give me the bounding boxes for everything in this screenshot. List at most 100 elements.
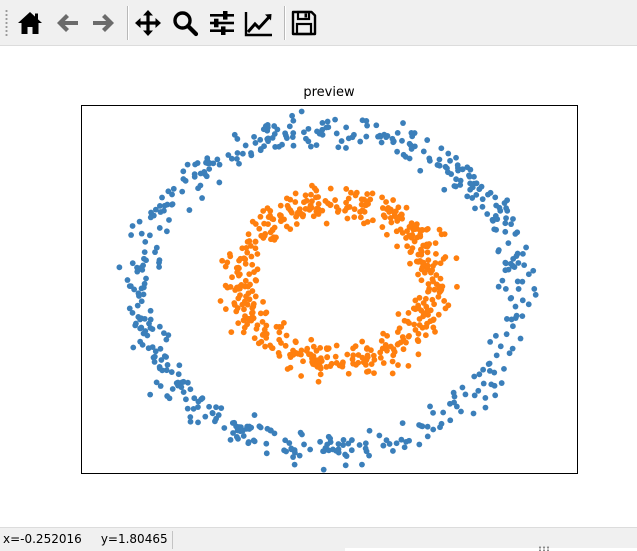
inner-ring-point <box>345 195 352 202</box>
outer-ring-point <box>486 368 493 374</box>
outer-ring-point <box>506 350 513 357</box>
inner-ring-point <box>245 231 252 238</box>
inner-ring-point <box>404 228 410 234</box>
inner-ring-point <box>325 200 331 207</box>
inner-ring-point <box>379 224 386 230</box>
outer-ring-point <box>510 323 516 330</box>
outer-ring-point <box>489 216 496 223</box>
inner-ring-point <box>246 296 253 303</box>
outer-ring-point <box>142 328 149 334</box>
scatter-chart[interactable]: preview <box>0 46 637 527</box>
outer-ring-point <box>386 441 393 447</box>
inner-ring-point <box>400 337 407 343</box>
outer-ring-point <box>169 201 176 207</box>
outer-ring-point <box>283 448 290 455</box>
outer-ring-point <box>376 432 383 439</box>
figure-canvas[interactable]: preview <box>0 46 637 527</box>
inner-ring-point <box>364 191 371 197</box>
outer-ring-point <box>458 408 464 415</box>
inner-ring-point <box>344 351 351 358</box>
inner-ring-point <box>323 364 330 370</box>
inner-ring-point <box>292 199 299 205</box>
outer-ring-point <box>156 257 163 264</box>
outer-ring-point <box>156 323 163 330</box>
back-button[interactable] <box>50 5 84 41</box>
outer-ring-point <box>153 379 160 386</box>
configure-subplots-button[interactable] <box>205 5 239 41</box>
outer-ring-point <box>408 146 415 152</box>
outer-ring-point <box>164 362 171 368</box>
inner-ring-point <box>405 362 412 369</box>
inner-ring-point <box>231 300 238 306</box>
outer-ring-point <box>515 260 522 266</box>
outer-ring-point <box>479 203 486 210</box>
outer-ring-point <box>234 150 241 156</box>
inner-ring-point <box>273 234 279 241</box>
outer-ring-point <box>209 410 216 417</box>
outer-ring-point <box>130 344 137 351</box>
outer-ring-point <box>510 216 516 222</box>
inner-ring-point <box>377 354 384 361</box>
pan-button[interactable] <box>131 5 165 41</box>
outer-ring-point <box>233 433 240 440</box>
inner-ring-point <box>380 360 387 366</box>
inner-ring-point <box>296 206 303 213</box>
inner-ring-point <box>416 294 423 301</box>
inner-ring-point <box>390 197 397 203</box>
inner-ring-point <box>367 196 374 203</box>
outer-ring-point <box>430 409 436 416</box>
outer-ring-point <box>381 131 388 138</box>
outer-ring-point <box>206 166 213 172</box>
inner-ring-point <box>395 311 402 317</box>
inner-ring-point <box>424 249 431 256</box>
zoom-button[interactable] <box>168 5 202 41</box>
outer-ring-point <box>126 283 133 289</box>
outer-ring-point <box>453 154 459 161</box>
outer-ring-point <box>469 195 476 201</box>
forward-button[interactable] <box>87 5 121 41</box>
toolbar-grip[interactable] <box>5 9 8 37</box>
inner-ring-point <box>294 212 301 218</box>
size-grip[interactable] <box>538 546 550 551</box>
outer-ring-point <box>324 118 331 125</box>
outer-ring-point <box>507 295 514 302</box>
outer-ring-point <box>168 369 175 375</box>
outer-ring-point <box>512 303 519 310</box>
inner-ring-point <box>235 295 242 302</box>
outer-ring-point <box>451 183 458 189</box>
outer-ring-point <box>163 336 170 343</box>
inner-ring-point <box>419 227 426 233</box>
inner-ring-point <box>323 220 330 227</box>
save-button[interactable] <box>287 5 321 41</box>
outer-ring-point <box>138 230 145 237</box>
inner-ring-point <box>254 251 261 257</box>
outer-ring-point <box>351 131 357 138</box>
outer-ring-point <box>141 249 148 256</box>
inner-ring-point <box>431 301 437 308</box>
outer-ring-point <box>317 438 323 445</box>
inner-ring-point <box>235 285 242 292</box>
inner-ring-point <box>302 192 309 199</box>
inner-ring-point <box>304 345 311 352</box>
edit-axis-button[interactable] <box>242 5 276 41</box>
inner-ring-point <box>276 336 283 343</box>
outer-ring-point <box>156 225 163 231</box>
inner-ring-point <box>240 317 247 324</box>
inner-ring-point <box>332 197 339 203</box>
inner-ring-point <box>251 269 257 275</box>
outer-ring-point <box>515 286 522 292</box>
outer-ring-point <box>301 441 307 448</box>
inner-ring-point <box>310 343 317 350</box>
outer-ring-point <box>440 409 447 416</box>
outer-ring-point <box>453 176 459 183</box>
outer-ring-point <box>175 382 181 389</box>
outer-ring-point <box>491 369 498 376</box>
inner-ring-point <box>227 253 234 260</box>
outer-ring-point <box>214 156 221 163</box>
home-button[interactable] <box>13 5 47 41</box>
outer-ring-point <box>144 332 151 339</box>
outer-ring-point <box>152 249 158 256</box>
outer-ring-point <box>467 186 474 193</box>
outer-ring-point <box>394 148 400 155</box>
outer-ring-point <box>288 445 295 452</box>
